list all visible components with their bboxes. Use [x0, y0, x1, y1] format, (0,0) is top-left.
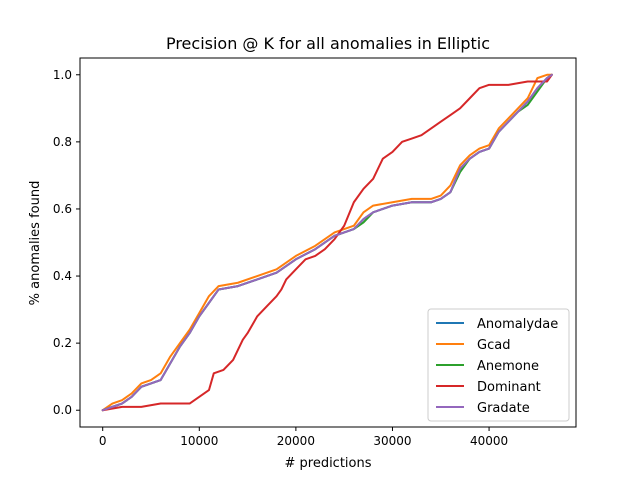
- x-axis: 0 10000 20000 30000 40000: [99, 427, 508, 448]
- legend-label-dominant: Dominant: [477, 380, 541, 395]
- y-tick-label: 0.2: [53, 336, 72, 350]
- x-tick-label: 0: [99, 434, 107, 448]
- y-tick-label: 0.4: [53, 269, 72, 283]
- axes-frame: [79, 57, 577, 428]
- y-axis: 0.0 0.2 0.4 0.6 0.8 1.0: [53, 68, 80, 417]
- legend: Anomalydae Gcad Anemone Dominant Gradate: [427, 308, 570, 422]
- legend-label-anemone: Anemone: [477, 359, 539, 374]
- chart-title: Precision @ K for all anomalies in Ellip…: [166, 34, 490, 53]
- x-tick-label: 40000: [470, 434, 508, 448]
- x-tick-label: 20000: [277, 434, 315, 448]
- y-tick-label: 1.0: [53, 68, 72, 82]
- x-tick-label: 10000: [180, 434, 218, 448]
- legend-label-gradate: Gradate: [477, 401, 530, 416]
- series-line-dominant: [101, 73, 553, 412]
- series-line-gradate: [101, 73, 553, 412]
- x-axis-label: # predictions: [284, 456, 371, 471]
- legend-label-gcad: Gcad: [477, 338, 510, 353]
- x-tick-label: 30000: [373, 434, 411, 448]
- y-tick-label: 0.0: [53, 403, 72, 417]
- plot-area: [101, 73, 553, 412]
- legend-box: [427, 308, 570, 422]
- legend-label-anomalydae: Anomalydae: [477, 317, 558, 332]
- y-axis-label: % anomalies found: [28, 181, 43, 306]
- y-tick-label: 0.6: [53, 202, 72, 216]
- y-tick-label: 0.8: [53, 135, 72, 149]
- series-line-gcad: [101, 73, 553, 412]
